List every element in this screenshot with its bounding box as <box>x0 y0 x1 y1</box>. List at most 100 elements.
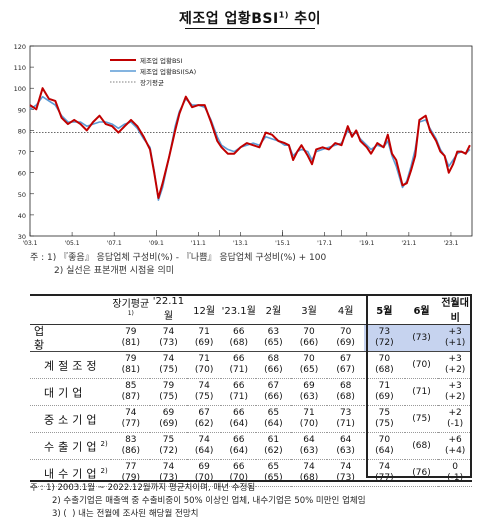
plot-frame <box>29 45 473 237</box>
header-col: 12월 <box>193 305 216 317</box>
footnote-2: 2) 수출기업은 매출액 중 수출비중이 50% 이상인 업체, 내수기업은 5… <box>52 496 366 506</box>
table-cell: 66 (71) <box>229 381 248 402</box>
table-cell: 71 (69) <box>375 381 394 402</box>
header-blank <box>30 294 111 325</box>
series-line-bsi <box>29 87 471 199</box>
table-cell: 85 (87) <box>121 381 141 402</box>
table-cell: 64 (63) <box>336 435 355 456</box>
diff-cell: +3 (+1) <box>438 324 472 352</box>
x-tick-label: '09.1 <box>149 240 164 247</box>
table-cell: 79 (75) <box>159 381 178 402</box>
x-tick-label: '11.1 <box>191 240 206 247</box>
y-tick-label: 100 <box>14 85 26 93</box>
table-row: 수출기업2) 83 (86) 75 (72) 74 (64) 66 (64) 61 (62) 64 (6… <box>30 433 472 460</box>
table-cell: 74 (77) <box>121 408 141 429</box>
header-col: 6월 <box>413 305 430 317</box>
table-cell: 74 (73) <box>336 462 355 483</box>
table-cell: 67 (62) <box>194 408 214 429</box>
chart-note-1: 주 : 1) 『좋음』 응답업체 구성비(%) - 『나쁨』 응답업체 구성비(… <box>30 253 327 263</box>
header-col: 전월대비 <box>441 298 469 324</box>
y-tick-label: 110 <box>14 64 26 72</box>
table-cell: 73 (71) <box>336 408 355 429</box>
x-tick-label: '17.1 <box>317 240 332 247</box>
row-label: 중소기업 <box>44 413 101 427</box>
table-cell: 74 (77) <box>375 462 394 483</box>
table-cell: 74 (73) <box>159 462 178 483</box>
header-longterm: 장기평균1) <box>112 299 150 318</box>
y-tick-label: 40 <box>18 212 26 220</box>
table-cell: 79 (81) <box>121 327 141 348</box>
table-cell: 70 (68) <box>375 354 394 375</box>
table-cell: 68 (66) <box>264 354 283 375</box>
table-cell: 63 (65) <box>264 327 283 348</box>
table-cell: (75) <box>412 413 431 424</box>
table-cell: 64 (63) <box>299 435 319 456</box>
table-cell: 83 (86) <box>121 435 141 456</box>
table-cell: 74 (75) <box>159 354 178 375</box>
table-cell: (71) <box>412 386 431 397</box>
y-tick-label: 120 <box>14 43 26 51</box>
table-cell: 66 (70) <box>229 462 248 483</box>
table-cell: 74 (68) <box>299 462 319 483</box>
header-col: 5월 <box>376 305 393 317</box>
chart-note-2: 2) 실선은 표본개편 시점을 의미 <box>54 266 175 276</box>
legend-label: 제조업 업황BSI <box>140 56 182 65</box>
bsi-line-chart: 30 40 50 60 70 80 90 100 110 120 '03.1 '05.1 '07.1 '0… <box>14 43 473 247</box>
x-tick-label: '03.1 <box>22 240 37 247</box>
table-cell: 70 (66) <box>299 327 319 348</box>
table-cell: 71 (70) <box>194 354 214 375</box>
row-label: 업 황 <box>34 324 65 352</box>
table-cell: 73 (72) <box>364 324 405 352</box>
table-cell: 71 (69) <box>194 327 214 348</box>
table-cell: 70 (69) <box>336 327 355 348</box>
table-cell: (73) <box>404 324 439 352</box>
row-label: 수출기업2) <box>44 440 108 454</box>
table-cell: 65 (64) <box>264 408 283 429</box>
table-header-row: 장기평균1) '22.11월 12월 '23.1월 2월 3월 4월 5월 6월… <box>30 294 472 325</box>
x-tick-label: '21.1 <box>401 240 416 247</box>
table-cell: 61 (62) <box>264 435 283 456</box>
x-tick-label: '15.1 <box>275 240 290 247</box>
table-cell: 70 (64) <box>375 435 394 456</box>
header-col: '22.11월 <box>152 296 185 322</box>
footnote-1: 주 : 1) 2003.1월 ~ 2022.12월까지 평균치이며, 매년 수정… <box>30 483 256 493</box>
table-cell: 69 (70) <box>194 462 214 483</box>
y-tick-label: 30 <box>18 233 26 241</box>
table-cell: 70 (65) <box>299 354 319 375</box>
table-cell: 67 (66) <box>264 381 283 402</box>
table-row: 중소기업 74 (77) 69 (69) 67 (62) 66 (64) 65 (64) 71 (70)… <box>30 406 472 433</box>
diff-cell: 0 (-1) <box>447 462 464 483</box>
table-cell: 75 (72) <box>159 435 178 456</box>
page-title: 제조업 업황BSI1) 추이 <box>178 10 322 27</box>
x-tick-label: '19.1 <box>359 240 374 247</box>
x-tick-label: '23.1 <box>443 240 458 247</box>
table-cell: 66 (68) <box>229 327 248 348</box>
row-label: 계절조정 <box>44 359 101 373</box>
y-tick-label: 80 <box>18 127 26 135</box>
row-label: 대기업 <box>44 386 87 400</box>
table-cell: (76) <box>412 467 431 478</box>
diff-cell: +3 (+2) <box>445 354 466 375</box>
legend-label: 장기평균 <box>140 78 164 87</box>
diff-cell: +3 (+2) <box>445 381 466 402</box>
table-cell: 69 (69) <box>159 408 178 429</box>
table-cell: (70) <box>412 359 431 370</box>
table-cell: 67 (67) <box>336 354 355 375</box>
x-tick-label: '05.1 <box>65 240 80 247</box>
y-tick-label: 60 <box>18 170 26 178</box>
header-col: 3월 <box>301 305 317 317</box>
table-cell: 66 (64) <box>229 435 248 456</box>
table-cell: 69 (63) <box>299 381 319 402</box>
header-col: 4월 <box>337 305 354 317</box>
table-cell: 68 (68) <box>336 381 355 402</box>
table-row: 내수기업2) 77 (79) 74 (73) 69 (70) 66 (70) 65 (65) 74 (6… <box>30 460 472 487</box>
table-cell: 74 (73) <box>159 327 178 348</box>
x-tick-label: '13.1 <box>233 240 248 247</box>
diff-cell: +2 (-1) <box>447 408 464 429</box>
y-tick-label: 90 <box>18 106 26 114</box>
table-cell: 74 (75) <box>194 381 214 402</box>
y-tick-label: 50 <box>18 191 26 199</box>
footnote-3: 3) ( ) 내는 전월에 조사된 해당월 전망치 <box>52 509 199 519</box>
table-cell: 75 (75) <box>375 408 394 429</box>
table-cell: 79 (81) <box>121 354 141 375</box>
